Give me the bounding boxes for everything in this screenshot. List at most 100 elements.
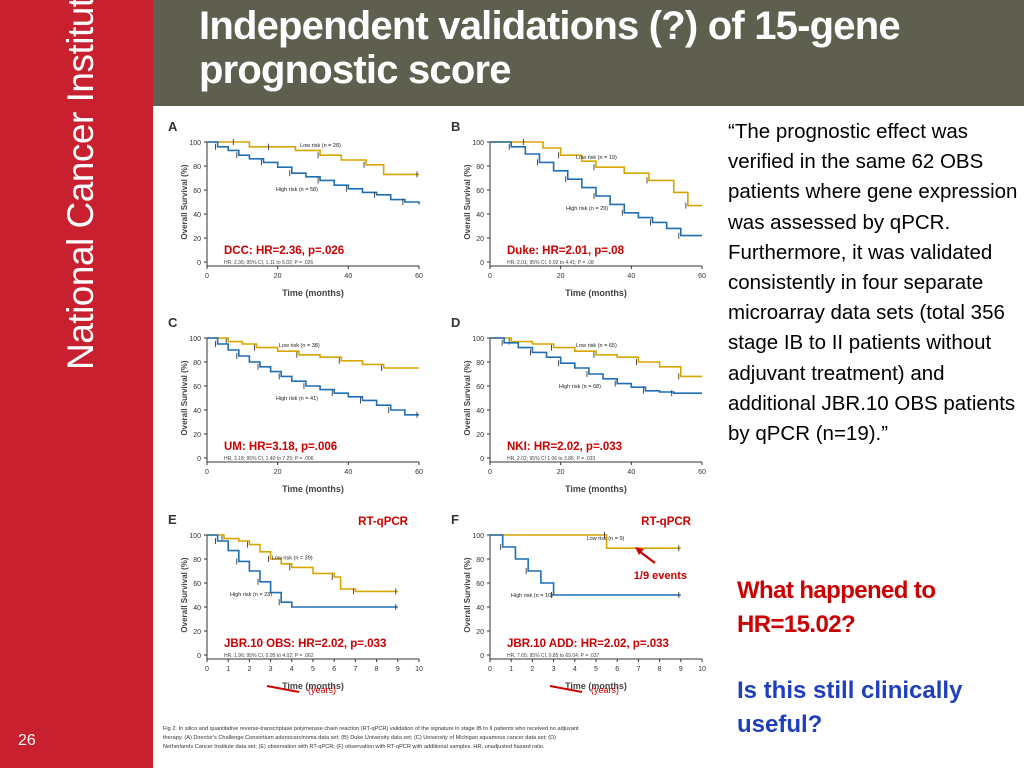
- panel-c-hr-annotation: UM: HR=3.18, p=.006: [224, 441, 337, 453]
- panel-d-y-tick-label: 100: [472, 336, 484, 343]
- institute-logo-text: National Cancer Institute: [60, 0, 101, 370]
- panel-a-high-risk-label: High risk (n = 58): [276, 187, 318, 193]
- panel-c-low-risk-curve: [207, 337, 419, 369]
- survival-figure: A 0 20 40 60 80 100 0 20 40 60 Time (months) Overall…: [160, 112, 720, 767]
- panel-e-x-tick-label: 9: [396, 666, 400, 673]
- title-line-2: prognostic score: [199, 48, 512, 92]
- panel-b-stats: HR, 2.01; 95% CI, 0.92 to 4.41; P = .08: [507, 260, 594, 266]
- panel-e-y-tick-label: 20: [193, 629, 201, 636]
- panel-d-high-risk-label: High risk (n = 68): [559, 384, 601, 390]
- panel-b-x-axis-label: Time (months): [565, 288, 627, 298]
- panel-c-y-tick-label: 0: [197, 456, 201, 463]
- panel-a-y-tick-label: 60: [193, 188, 201, 195]
- panel-a-y-tick-label: 0: [197, 260, 201, 267]
- panel-a-high-risk-curve: [207, 141, 420, 205]
- panel-b-x-tick-label: 40: [627, 273, 635, 280]
- panel-d-stats: HR, 2.02; 95% CI 1.06 to 3.86; P = .033: [507, 456, 595, 462]
- question-hr: What happened to HR=15.02?: [737, 577, 936, 638]
- figure-caption-line: Netherlands Cancer Institute data set; (…: [163, 744, 545, 750]
- panel-f-x-tick-label: 2: [530, 666, 534, 673]
- panel-d-hr-annotation: NKI: HR=2.02, p=.033: [507, 441, 622, 453]
- panel-f-y-tick-label: 100: [472, 533, 484, 540]
- panel-c-high-risk-curve: [207, 337, 419, 416]
- panel-e-x-tick-label: 10: [415, 666, 423, 673]
- panel-e-x-tick-label: 8: [375, 666, 379, 673]
- panel-e-high-risk-curve: [207, 534, 398, 608]
- panel-e-letter: E: [168, 512, 177, 527]
- panel-d-low-risk-label: Low risk (n = 65): [576, 343, 617, 349]
- panel-f-x-axis-label: Time (months): [565, 681, 627, 691]
- panel-f-hr-annotation: JBR.10 ADD: HR=2.02, p=.033: [507, 638, 669, 650]
- panel-a-y-tick-label: 80: [193, 164, 201, 171]
- slide-title: Independent validations (?) of 15-gene p…: [199, 4, 901, 92]
- panel-b-low-risk-curve: [490, 141, 702, 207]
- panel-a-y-axis-label: Overall Survival (%): [180, 164, 189, 239]
- panel-a-x-tick-label: 0: [205, 273, 209, 280]
- panel-e-strike-mark: [266, 685, 300, 693]
- panel-b-y-tick-label: 100: [472, 140, 484, 147]
- panel-d-x-axis-label: Time (months): [565, 484, 627, 494]
- panel-f-low-risk-curve: [490, 534, 681, 549]
- panel-b-y-tick-label: 40: [476, 212, 484, 219]
- panel-c-x-tick-label: 40: [344, 469, 352, 476]
- panel-f-x-tick-label: 1: [509, 666, 513, 673]
- panel-a-x-tick-label: 60: [415, 273, 423, 280]
- panel-c-high-risk-label: High risk (n = 41): [276, 396, 318, 402]
- panel-f-x-tick-label: 5: [594, 666, 598, 673]
- quote-text: “The prognostic effect was verified in t…: [728, 120, 1018, 446]
- panel-b-x-tick-label: 0: [488, 273, 492, 280]
- panel-c-letter: C: [168, 315, 178, 330]
- panel-c-x-tick-label: 0: [205, 469, 209, 476]
- panel-d-letter: D: [451, 315, 460, 330]
- panel-b-y-tick-label: 20: [476, 236, 484, 243]
- panel-c-y-tick-label: 40: [193, 408, 201, 415]
- panel-b-x-tick-label: 60: [698, 273, 706, 280]
- panel-b-hr-annotation: Duke: HR=2.01, p=.08: [507, 245, 625, 257]
- panel-f-y-tick-label: 0: [480, 653, 484, 660]
- panel-f-y-tick-label: 40: [476, 605, 484, 612]
- panel-b-x-tick-label: 20: [557, 273, 565, 280]
- panel-f-event-note: 1/9 events: [634, 570, 687, 582]
- panel-f-y-tick-label: 60: [476, 581, 484, 588]
- panel-a-stats: HR, 2.36; 95% CI, 1.11 to 5.02; P = .026: [224, 260, 313, 266]
- panel-f-low-risk-label: Low risk (n = 9): [587, 536, 625, 542]
- panel-e-x-tick-label: 3: [269, 666, 273, 673]
- panel-e-x-axis-label: Time (months): [282, 681, 344, 691]
- panel-e-y-axis-label: Overall Survival (%): [180, 557, 189, 632]
- panel-f-high-risk-label: High risk (n = 10): [511, 593, 553, 599]
- panel-a-y-tick-label: 20: [193, 236, 201, 243]
- panel-f-y-axis-label: Overall Survival (%): [463, 557, 472, 632]
- sidebar-band: National Cancer Institute 26: [0, 0, 153, 768]
- panel-b-y-tick-label: 0: [480, 260, 484, 267]
- panel-b-low-risk-label: Low risk (n = 19): [576, 155, 617, 161]
- panel-f-x-tick-label: 9: [679, 666, 683, 673]
- panel-e-y-tick-label: 0: [197, 653, 201, 660]
- panel-e-x-tick-label: 2: [247, 666, 251, 673]
- panel-e-x-tick-label: 5: [311, 666, 315, 673]
- panel-a-x-axis-label: Time (months): [282, 288, 344, 298]
- panel-f-x-tick-label: 7: [636, 666, 640, 673]
- panel-e-y-tick-label: 60: [193, 581, 201, 588]
- panel-d-y-axis-label: Overall Survival (%): [463, 360, 472, 435]
- panel-c-y-tick-label: 60: [193, 384, 201, 391]
- panel-a-low-risk-label: Low risk (n = 28): [300, 143, 341, 149]
- panel-c-y-tick-label: 20: [193, 432, 201, 439]
- question-clinical: Is this still clinically useful?: [737, 677, 963, 738]
- panel-f-arrow-head: [635, 547, 644, 555]
- figure-caption-line: therapy. (A) Director's Challenge Consor…: [163, 735, 556, 741]
- panel-f-x-tick-label: 3: [552, 666, 556, 673]
- panel-d-y-tick-label: 40: [476, 408, 484, 415]
- panel-e-low-risk-label: Low risk (n = 39): [272, 555, 313, 561]
- panel-f-letter: F: [451, 512, 459, 527]
- panel-a-x-tick-label: 40: [344, 273, 352, 280]
- figure-caption-line: Fig 2. In silico and quantitative revers…: [163, 726, 579, 732]
- panel-d-x-tick-label: 40: [627, 469, 635, 476]
- panel-e-hr-annotation: JBR.10 OBS: HR=2.02, p=.033: [224, 638, 386, 650]
- panel-e-x-tick-label: 1: [226, 666, 230, 673]
- panel-c-x-tick-label: 60: [415, 469, 423, 476]
- panel-c-stats: HR, 3.18; 95% CI, 1.40 to 7.25; P = .006: [224, 456, 314, 462]
- panel-d-y-tick-label: 80: [476, 360, 484, 367]
- panel-c-y-tick-label: 80: [193, 360, 201, 367]
- panel-e-years-note: (years): [308, 685, 336, 695]
- panel-f-x-tick-label: 8: [658, 666, 662, 673]
